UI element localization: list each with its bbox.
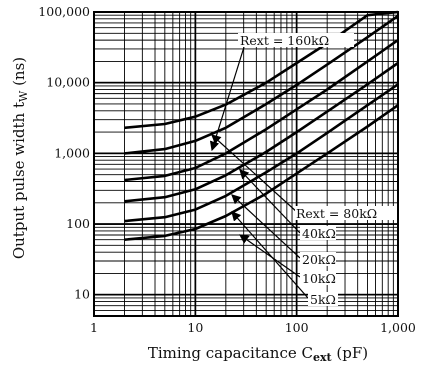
- y-axis-label-main: Output pulse width t: [10, 102, 28, 259]
- label-rext-160k: Rext = 160kΩ: [240, 33, 329, 48]
- x-tick-label: 1,000: [380, 320, 416, 335]
- y-tick-label: 100,000: [38, 4, 90, 19]
- label-bg-80k: [295, 206, 397, 220]
- y-axis-label-unit: (ns): [10, 57, 28, 91]
- series-curve: [124, 61, 399, 203]
- leader-arrow: [231, 194, 301, 259]
- x-axis-label-main: Timing capacitance C: [148, 344, 313, 362]
- x-axis-label-sub: ext: [313, 351, 333, 364]
- x-tick-label: 1: [90, 320, 98, 335]
- label-bg-40k: [300, 226, 336, 240]
- label-bg-20k: [300, 252, 336, 266]
- series-curve: [124, 104, 399, 241]
- x-axis-label: Timing capacitance Cext (pF): [148, 344, 368, 364]
- leader-arrow: [211, 134, 299, 214]
- series-curve: [124, 14, 399, 155]
- series-curve: [124, 39, 399, 182]
- plot-frame: [93, 11, 399, 317]
- y-axis-label: Output pulse width tW (ns): [10, 57, 30, 259]
- y-tick-label: 10: [74, 287, 90, 302]
- series-curve: [124, 83, 399, 223]
- label-5k: 5kΩ: [310, 292, 336, 307]
- leader-arrow: [209, 46, 245, 152]
- x-tick-label: 100: [285, 320, 309, 335]
- label-20k: 20kΩ: [302, 252, 336, 267]
- x-tick-label: 10: [187, 320, 203, 335]
- label-rext-80k: Rext = 80kΩ: [296, 206, 377, 221]
- arrows: [209, 46, 309, 299]
- curves: [124, 10, 399, 241]
- leader-arrow: [239, 169, 301, 234]
- series-curve: [124, 10, 399, 130]
- label-10k: 10kΩ: [302, 271, 336, 286]
- y-tick-label: 100: [66, 216, 90, 231]
- x-tick-labels: 1 10 100 1,000: [90, 320, 416, 335]
- leader-arrow: [239, 234, 301, 278]
- x-axis-label-unit: (pF): [332, 344, 368, 362]
- y-axis-label-sub: W: [17, 90, 30, 102]
- label-bg-5k: [308, 292, 338, 306]
- y-tick-label: 1,000: [54, 145, 90, 160]
- y-tick-label: 10,000: [46, 75, 90, 90]
- label-bg-160k: [238, 33, 354, 47]
- leader-arrow: [231, 211, 309, 299]
- y-tick-labels: 10 100 1,000 10,000 100,000: [38, 4, 90, 302]
- label-40k: 40kΩ: [302, 226, 336, 241]
- label-bg-10k: [300, 271, 336, 285]
